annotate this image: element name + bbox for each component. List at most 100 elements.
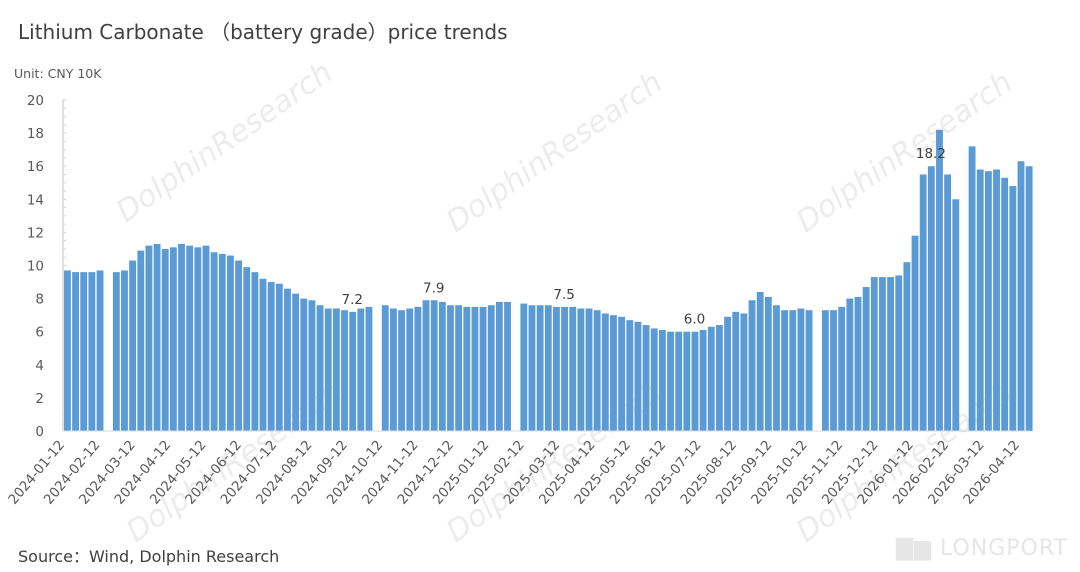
bar [927,166,935,431]
bar [821,310,829,431]
bar [528,305,536,431]
bar [919,174,927,431]
bar [838,306,846,431]
bar [862,287,870,431]
bar [235,260,242,431]
bar [194,247,202,431]
bar [463,306,471,431]
bar [504,301,511,431]
bar [243,267,251,431]
bar [218,253,226,431]
bar [112,272,120,431]
bar [341,310,348,431]
y-tick-label: 18 [27,126,44,142]
bar [805,310,813,431]
bar [438,301,446,431]
bar [675,331,683,431]
data-label: 7.2 [342,292,363,308]
bar [251,272,259,431]
bar [64,270,71,431]
bar [169,247,177,431]
bar [72,272,79,431]
bar [80,272,88,431]
bar [830,310,837,431]
bar [202,245,210,431]
bar [683,331,691,431]
bar [569,306,577,431]
bar [887,277,894,431]
bar [300,298,308,431]
bar [764,296,772,431]
bar [561,306,568,431]
bar [610,315,617,431]
bar [667,331,674,431]
y-tick-label: 0 [35,424,44,440]
bar [781,310,789,431]
bar [349,311,357,431]
bar [96,270,104,431]
bar [161,248,169,431]
y-tick-label: 16 [27,159,44,175]
bar [879,277,886,431]
bar [870,277,878,431]
y-tick-label: 14 [27,192,44,208]
y-tick-label: 12 [27,225,44,241]
bar [601,313,609,431]
bar [471,306,479,431]
bar [1009,186,1017,431]
bar [406,308,414,431]
bar [650,328,658,431]
bar [332,308,340,431]
bar [748,300,756,431]
bar [797,308,805,431]
bar [1017,161,1025,432]
bar [854,296,862,431]
bar [536,305,544,431]
y-axis-unit-label: Unit: CNY 10K [14,66,102,81]
y-tick-label: 6 [35,325,44,341]
bar [153,243,161,431]
logo-text: LONGPORT [939,536,1068,561]
bar [430,300,438,431]
bar [911,235,919,431]
bar [642,325,650,431]
bar [381,305,389,431]
bar [544,305,552,431]
bar [903,262,911,431]
bar [976,169,984,431]
watermark: DolphinResearch [790,65,1019,240]
bar [773,305,780,431]
bar [634,321,642,431]
watermark: DolphinResearch [110,55,339,230]
bar [984,171,992,432]
watermark: DolphinResearch [440,65,669,240]
bar [952,199,960,431]
bar [357,308,365,431]
bar [1025,166,1033,431]
bar [227,255,234,431]
bar [275,283,283,431]
bar [716,325,723,431]
bar [585,308,593,431]
bar [365,306,373,431]
longport-logo: ▇▆ LONGPORT [896,536,1068,561]
bar [699,330,707,431]
bar [479,306,487,431]
bar [968,146,976,431]
bar [593,310,601,431]
bar [414,306,422,431]
bar [691,331,699,431]
data-label: 18.2 [916,146,946,162]
bar [553,306,560,431]
bar [137,250,145,431]
bar [895,275,903,431]
bar [936,129,943,432]
bar [308,300,316,431]
bar [577,308,585,431]
bar [658,330,666,431]
bar [186,245,194,431]
bar [618,316,626,431]
bar [1001,177,1009,431]
bar [284,288,291,431]
bar [740,313,748,431]
